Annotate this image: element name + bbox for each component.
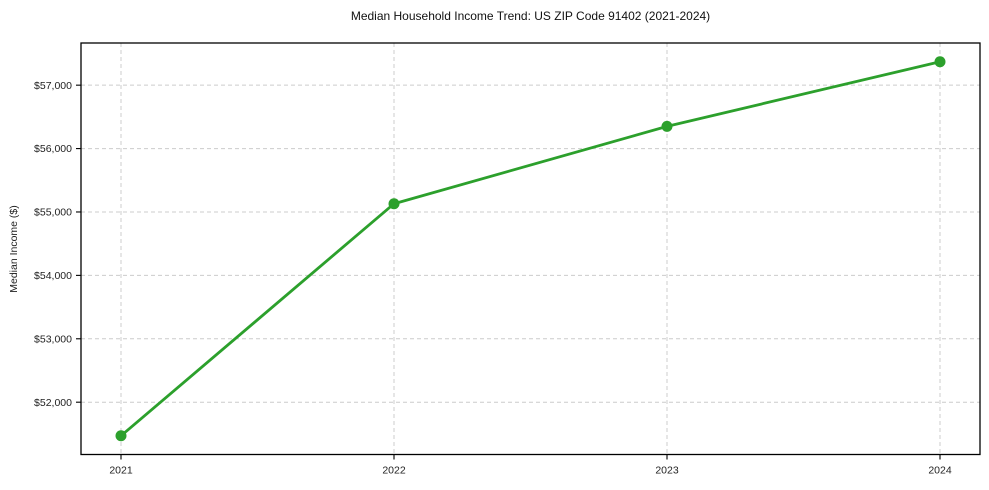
data-point-2022 xyxy=(388,198,400,210)
y-tick-label: $57,000 xyxy=(34,80,72,92)
data-point-2021 xyxy=(115,430,127,442)
y-axis-label: Median Income ($) xyxy=(8,205,20,293)
y-tick-label: $52,000 xyxy=(34,397,72,409)
data-point-2023 xyxy=(661,120,673,132)
data-point-2024 xyxy=(934,56,946,68)
x-tick-label: 2021 xyxy=(109,465,133,477)
income-trend-line xyxy=(119,60,942,438)
plot-frame xyxy=(80,42,981,456)
y-tick-label: $53,000 xyxy=(34,333,72,345)
y-tick-label: $55,000 xyxy=(34,207,72,219)
y-tick-label: $54,000 xyxy=(34,270,72,282)
y-tick-label: $56,000 xyxy=(34,143,72,155)
chart-title: Median Household Income Trend: US ZIP Co… xyxy=(350,9,711,23)
x-tick-label: 2024 xyxy=(928,465,952,477)
x-tick-label: 2023 xyxy=(655,465,679,477)
x-tick-label: 2022 xyxy=(382,465,406,477)
